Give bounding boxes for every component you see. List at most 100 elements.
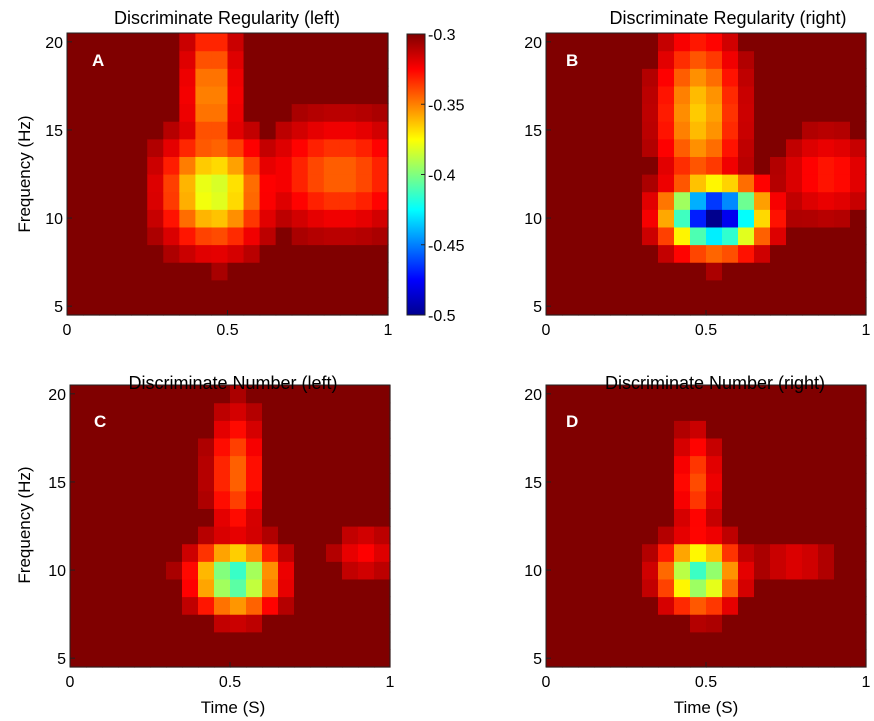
heatmap-cell	[546, 192, 563, 210]
heatmap-cell	[340, 262, 357, 280]
heatmap-cell	[578, 121, 595, 139]
heatmap-cell	[610, 156, 627, 174]
heatmap-cell	[292, 86, 309, 104]
heatmap-cell	[324, 297, 341, 315]
heatmap-cell	[374, 649, 391, 667]
heatmap-cell	[308, 262, 325, 280]
x-tick-label: 0.5	[695, 322, 717, 339]
heatmap-cell	[610, 121, 627, 139]
heatmap-cell	[356, 209, 373, 227]
heatmap-cell	[70, 597, 87, 615]
heatmap-cell	[546, 174, 563, 192]
heatmap-cell	[690, 174, 707, 192]
heatmap-cell	[642, 280, 659, 298]
heatmap-cell	[310, 561, 327, 579]
heatmap-cell	[674, 104, 691, 122]
heatmap-cell	[118, 420, 135, 438]
heatmap-cell	[195, 68, 212, 86]
heatmap-cell	[260, 51, 277, 69]
heatmap-cell	[179, 139, 196, 157]
heatmap-cell	[228, 121, 245, 139]
heatmap-cell	[276, 139, 293, 157]
heatmap-cell	[770, 280, 787, 298]
heatmap-cell	[610, 420, 627, 438]
heatmap-cell	[182, 561, 199, 579]
heatmap-cell	[83, 227, 100, 245]
heatmap-cell	[818, 209, 835, 227]
heatmap-cell	[642, 526, 659, 544]
heatmap-cell	[179, 227, 196, 245]
heatmap-cell	[372, 86, 389, 104]
heatmap-cell	[372, 68, 389, 86]
heatmap-cell	[786, 227, 803, 245]
heatmap-cell	[770, 579, 787, 597]
heatmap-cell	[118, 561, 135, 579]
heatmap-cell	[308, 68, 325, 86]
heatmap-cell	[834, 614, 851, 632]
heatmap-cell	[818, 491, 835, 509]
heatmap-cell	[722, 420, 739, 438]
heatmap-cell	[674, 174, 691, 192]
heatmap-cell	[324, 86, 341, 104]
heatmap-cell	[690, 280, 707, 298]
heatmap-cell	[642, 139, 659, 157]
heatmap-cell	[738, 473, 755, 491]
heatmap-cell	[722, 86, 739, 104]
heatmap-cell	[754, 473, 771, 491]
heatmap-cell	[134, 473, 151, 491]
heatmap-cell	[99, 174, 116, 192]
heatmap-cell	[850, 68, 867, 86]
heatmap-cell	[658, 526, 675, 544]
heatmap-cell	[658, 51, 675, 69]
heatmap-cell	[118, 526, 135, 544]
heatmap-cell	[118, 579, 135, 597]
heatmap-cell	[310, 473, 327, 491]
heatmap-cell	[260, 68, 277, 86]
heatmap-cell	[324, 139, 341, 157]
heatmap-cell	[770, 192, 787, 210]
heatmap-cell	[738, 33, 755, 51]
heatmap-cell	[594, 51, 611, 69]
heatmap-cell	[722, 68, 739, 86]
heatmap-cell	[166, 526, 183, 544]
heatmap-cell	[134, 649, 151, 667]
x-tick-label: 1	[384, 322, 393, 339]
heatmap-cell	[195, 174, 212, 192]
heatmap-cell	[356, 227, 373, 245]
heatmap-cell	[754, 632, 771, 650]
heatmap-cell	[228, 262, 245, 280]
heatmap-cell	[67, 245, 84, 263]
heatmap-cell	[150, 526, 167, 544]
y-tick-label: 10	[45, 211, 63, 228]
heatmap-cell	[850, 174, 867, 192]
heatmap-cell	[308, 280, 325, 298]
heatmap-cell	[67, 192, 84, 210]
heatmap-cell	[262, 632, 279, 650]
heatmap-cell	[834, 262, 851, 280]
heatmap-cell	[246, 632, 263, 650]
heatmap-cell	[230, 473, 247, 491]
heatmap-cell	[99, 86, 116, 104]
heatmap-cell	[578, 245, 595, 263]
heatmap-cell	[292, 33, 309, 51]
heatmap-cell	[260, 121, 277, 139]
heatmap-cell	[230, 614, 247, 632]
heatmap-cell	[67, 68, 84, 86]
heatmap-cell	[67, 139, 84, 157]
heatmap-cell	[802, 139, 819, 157]
heatmap-cell	[262, 544, 279, 562]
heatmap-cell	[578, 385, 595, 403]
heatmap-cell	[278, 491, 295, 509]
heatmap-cell	[310, 614, 327, 632]
heatmap-cell	[738, 403, 755, 421]
heatmap-cell	[163, 139, 180, 157]
heatmap-cell	[738, 649, 755, 667]
heatmap-cell	[150, 597, 167, 615]
heatmap-cell	[802, 297, 819, 315]
heatmap-cell	[850, 156, 867, 174]
heatmap-cell	[166, 632, 183, 650]
heatmap-cell	[562, 473, 579, 491]
heatmap-cell	[131, 245, 148, 263]
heatmap-cell	[358, 420, 375, 438]
heatmap-cell	[770, 33, 787, 51]
